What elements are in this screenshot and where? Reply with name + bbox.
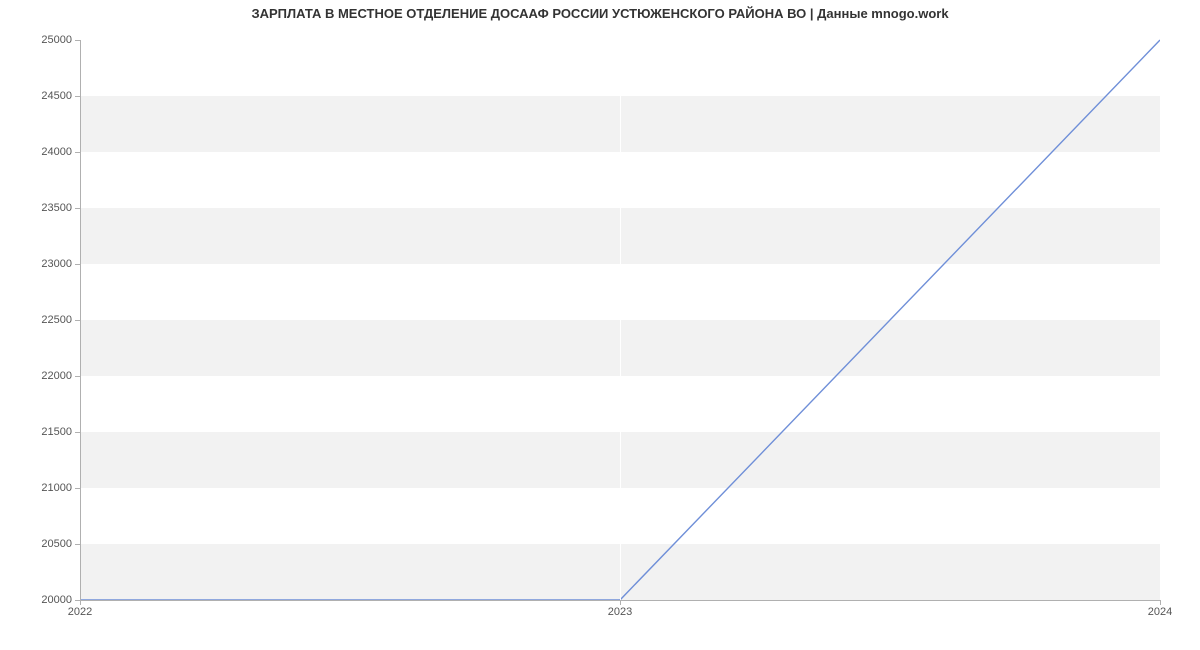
y-tick-label: 20500: [41, 538, 72, 550]
x-axis-line: [80, 600, 1160, 601]
y-tick-label: 21000: [41, 482, 72, 494]
y-tick-label: 24500: [41, 90, 72, 102]
grid-line-vertical: [620, 40, 621, 600]
plot-area: 2000020500210002150022000225002300023500…: [80, 40, 1160, 600]
y-tick-label: 24000: [41, 146, 72, 158]
salary-line-chart: ЗАРПЛАТА В МЕСТНОЕ ОТДЕЛЕНИЕ ДОСААФ РОСС…: [0, 0, 1200, 650]
grid-line-vertical: [1160, 40, 1161, 600]
y-tick-label: 23000: [41, 258, 72, 270]
y-tick-label: 22000: [41, 370, 72, 382]
y-tick-label: 21500: [41, 426, 72, 438]
y-tick-label: 20000: [41, 594, 72, 606]
chart-title: ЗАРПЛАТА В МЕСТНОЕ ОТДЕЛЕНИЕ ДОСААФ РОСС…: [0, 6, 1200, 21]
x-tick-label: 2024: [1148, 606, 1172, 618]
y-tick-label: 22500: [41, 314, 72, 326]
x-tick-label: 2022: [68, 606, 92, 618]
x-tick-mark: [1160, 600, 1161, 605]
y-axis-line: [80, 40, 81, 600]
y-tick-label: 25000: [41, 34, 72, 46]
x-tick-label: 2023: [608, 606, 632, 618]
y-tick-label: 23500: [41, 202, 72, 214]
